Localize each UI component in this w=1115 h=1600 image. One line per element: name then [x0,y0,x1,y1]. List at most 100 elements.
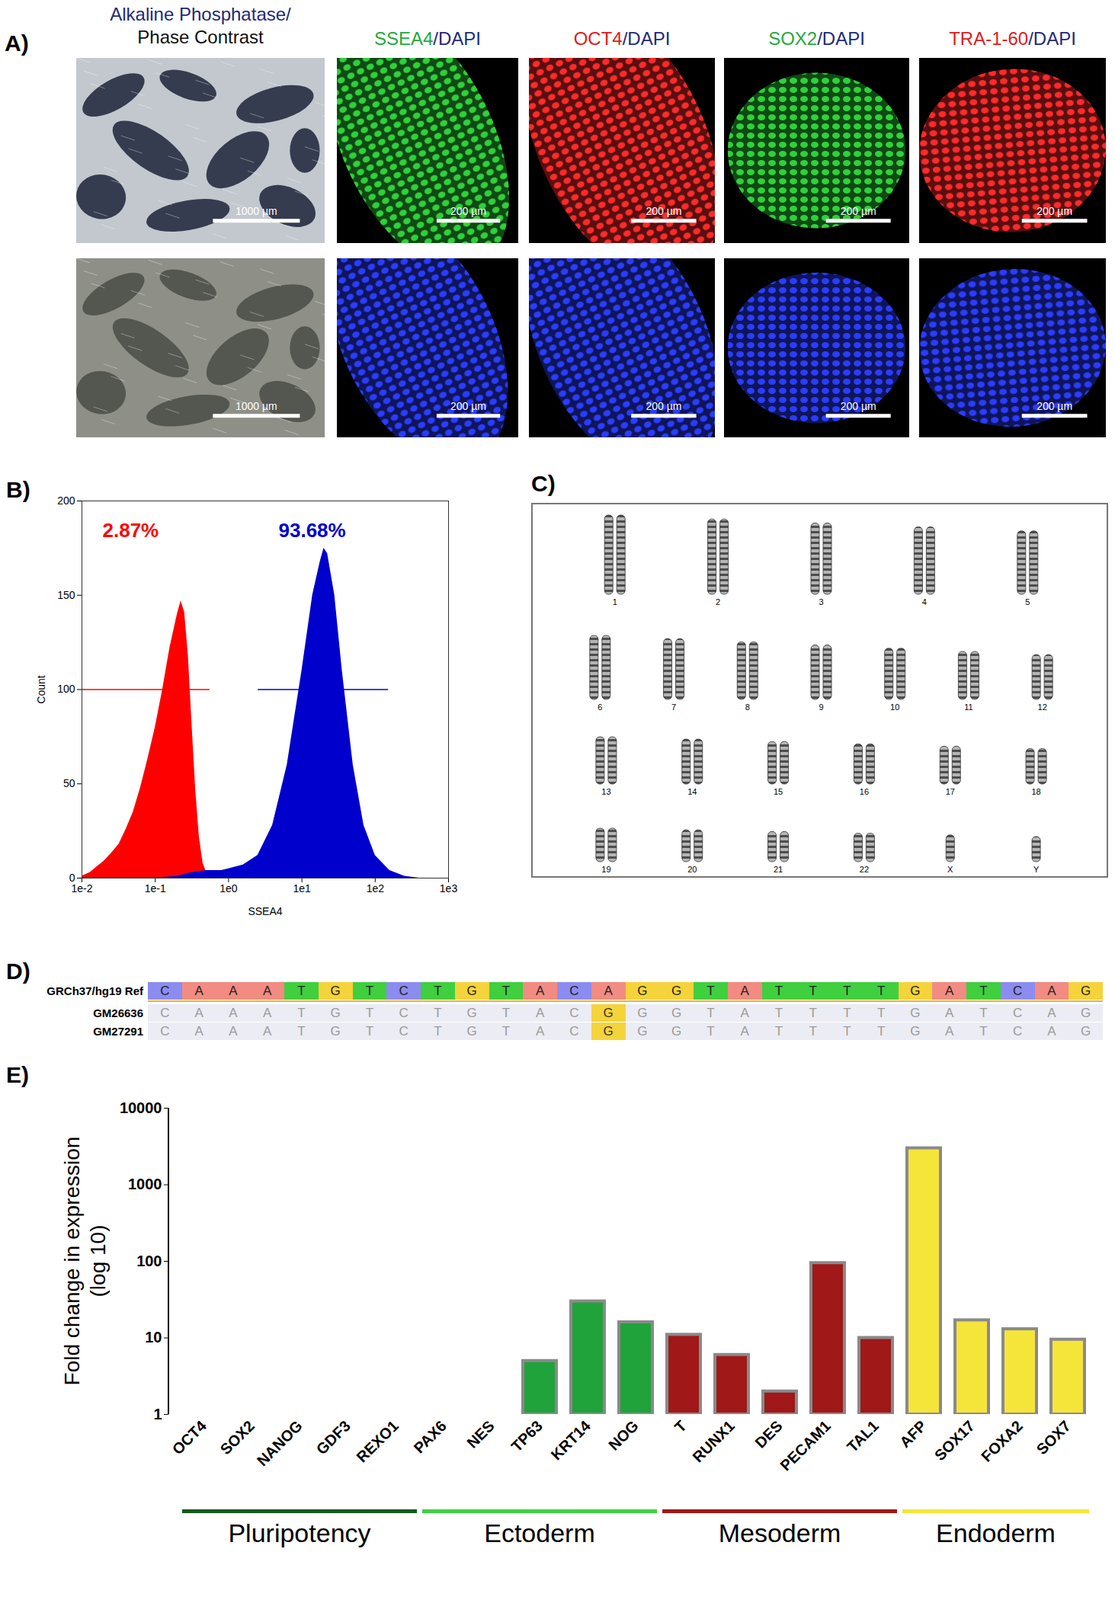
svg-text:93.68%: 93.68% [278,519,347,542]
html-text:Alkaline Phosphatase/: Alkaline Phosphatase/ [109,3,291,25]
svg-text:9: 9 [818,702,824,712]
svg-text:1: 1 [612,597,618,607]
svg-text:1e-2: 1e-2 [70,882,93,895]
svg-text:3: 3 [818,597,824,607]
svg-text:6: 6 [597,702,603,712]
svg-text:PECAM1: PECAM1 [776,1417,834,1475]
svg-text:1: 1 [153,1406,162,1423]
html-text:SSEA4 /DAPI: SSEA4 /DAPI [374,28,481,49]
svg-text:1e2: 1e2 [366,882,385,895]
svg-text:20: 20 [687,865,697,875]
svg-text:2: 2 [715,597,721,607]
svg-text:SOX2: SOX2 [217,1417,258,1458]
svg-text:200 µm: 200 µm [645,205,682,218]
html-text:Fold change in expression (log: Fold change in expression (log 10) [60,1136,110,1386]
svg-text:1e1: 1e1 [292,882,311,895]
svg-text:14: 14 [687,787,697,797]
svg-text:200 µm: 200 µm [450,205,487,218]
svg-text:GDF3: GDF3 [313,1417,354,1458]
svg-text:RUNX1: RUNX1 [688,1417,737,1466]
svg-text:100: 100 [136,1252,162,1270]
svg-text:T: T [671,1417,690,1436]
svg-text:SOX17: SOX17 [931,1417,978,1465]
svg-text:REXO1: REXO1 [352,1417,402,1467]
svg-text:Y: Y [1033,865,1040,875]
svg-text:21: 21 [773,865,783,875]
svg-text:AFP: AFP [896,1417,930,1452]
svg-text:200 µm: 200 µm [1036,205,1073,218]
svg-text:150: 150 [57,589,76,602]
html-text:SOX2 /DAPI: SOX2 /DAPI [768,28,865,49]
svg-text:4: 4 [922,597,927,607]
svg-text:2.87%: 2.87% [102,519,160,542]
svg-text:PAX6: PAX6 [410,1417,449,1457]
svg-text:FOXA2: FOXA2 [977,1417,1026,1466]
html-text:A): A) [4,30,29,56]
html-text:OCT4 /DAPI: OCT4 /DAPI [573,28,671,49]
html-text:C: C [398,983,409,999]
svg-text:1e3: 1e3 [439,882,459,895]
svg-text:1000 µm: 1000 µm [235,205,278,218]
svg-text:22: 22 [859,865,869,875]
svg-text:KRT14: KRT14 [547,1417,594,1465]
html-text:G: G [1080,983,1091,999]
svg-text:200 µm: 200 µm [1036,400,1073,413]
svg-text:200 µm: 200 µm [645,400,682,413]
html-text:GM26636: GM26636 [93,1006,144,1020]
svg-text:10000: 10000 [119,1099,163,1117]
svg-text:200 µm: 200 µm [450,400,487,413]
svg-text:SSEA4: SSEA4 [247,905,282,918]
html-text:E): E) [6,1062,29,1088]
svg-text:TAL1: TAL1 [843,1417,882,1456]
html-text:G: G [671,983,682,999]
svg-text:NOG: NOG [605,1417,642,1455]
svg-text:15: 15 [773,787,783,797]
svg-text:7: 7 [671,702,677,712]
html-text:Pluripotency: Pluripotency [228,1518,371,1548]
svg-text:200 µm: 200 µm [840,400,877,413]
svg-text:DES: DES [751,1417,786,1452]
html-text:Ectoderm: Ectoderm [484,1518,596,1548]
svg-text:1000: 1000 [128,1175,163,1193]
svg-text:8: 8 [745,702,750,712]
svg-text:16: 16 [859,787,869,797]
html-text:G: G [330,983,341,999]
svg-text:OCT4: OCT4 [169,1417,211,1459]
html-text:Mesoderm: Mesoderm [718,1518,841,1548]
html-text:GRCh37/hg19 Ref: GRCh37/hg19 Ref [46,984,144,998]
svg-text:19: 19 [601,865,611,875]
svg-text:12: 12 [1038,702,1048,712]
svg-text:200 µm: 200 µm [840,205,877,218]
html-text:Phase Contrast: Phase Contrast [137,26,264,48]
html-text:G: G [330,1006,341,1021]
html-text:B): B) [6,477,31,503]
html-text:C: C [1012,983,1023,999]
html-text:G: G [466,983,477,999]
svg-text:50: 50 [63,777,76,790]
svg-text:Count: Count [35,675,48,704]
html-text:G: G [637,983,648,999]
html-text:G: G [910,983,921,999]
html-text:Endoderm: Endoderm [935,1518,1056,1548]
html-text:C): C) [531,470,556,497]
svg-text:100: 100 [57,682,76,696]
svg-text:13: 13 [601,787,611,797]
svg-text:1000 µm: 1000 µm [235,400,278,413]
svg-text:10: 10 [890,702,900,712]
svg-text:NANOG: NANOG [253,1417,306,1470]
html-text:GM27291: GM27291 [93,1025,144,1039]
svg-text:1e-1: 1e-1 [144,882,167,895]
svg-text:18: 18 [1031,787,1041,797]
svg-text:200: 200 [57,494,76,507]
svg-text:TP63: TP63 [507,1417,545,1455]
svg-text:SOX7: SOX7 [1033,1417,1074,1458]
svg-text:X: X [947,865,954,875]
svg-text:NES: NES [463,1417,498,1452]
svg-text:10: 10 [144,1329,162,1346]
svg-text:5: 5 [1025,597,1030,607]
html-text:TRA-1-60 /DAPI: TRA-1-60 /DAPI [948,28,1077,49]
html-text:D): D) [6,958,31,984]
svg-text:17: 17 [945,787,955,797]
svg-text:11: 11 [964,702,973,712]
svg-text:1e0: 1e0 [219,882,238,895]
